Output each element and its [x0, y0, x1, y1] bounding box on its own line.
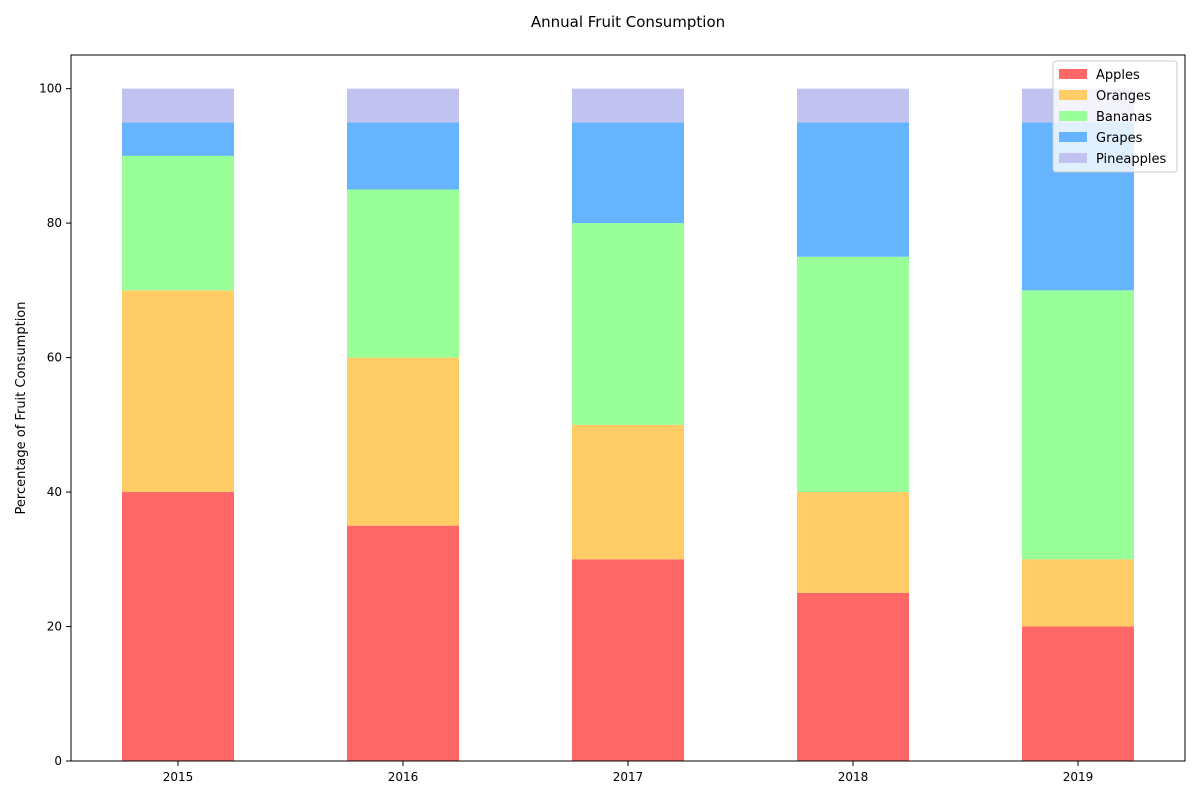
bar-bananas-2018	[797, 256, 909, 493]
x-tick-label: 2015	[163, 770, 194, 784]
bar-grapes-2018	[797, 122, 909, 257]
bar-pineapples-2015	[122, 88, 234, 123]
y-axis-label: Percentage of Fruit Consumption	[14, 302, 29, 515]
legend-swatch-pineapples	[1059, 153, 1087, 163]
bar-pineapples-2016	[347, 88, 459, 123]
y-tick-label: 100	[39, 82, 62, 96]
bar-bananas-2017	[572, 223, 684, 425]
bar-oranges-2018	[797, 492, 909, 593]
legend-label-oranges: Oranges	[1096, 89, 1151, 104]
legend-swatch-grapes	[1059, 132, 1087, 142]
legend-label-grapes: Grapes	[1096, 131, 1143, 146]
bar-bananas-2016	[347, 189, 459, 358]
bar-bananas-2015	[122, 155, 234, 291]
bars-layer	[122, 88, 1134, 761]
y-tick-label: 60	[47, 351, 62, 365]
chart-title: Annual Fruit Consumption	[531, 13, 725, 31]
legend-box	[1052, 60, 1178, 173]
bar-oranges-2015	[122, 290, 234, 493]
bar-oranges-2017	[572, 424, 684, 560]
legend-swatch-apples	[1059, 69, 1087, 79]
x-tick-label: 2019	[1063, 770, 1094, 784]
bar-grapes-2015	[122, 122, 234, 156]
x-tick-label: 2018	[838, 770, 869, 784]
bar-apples-2015	[122, 492, 234, 761]
y-tick-label: 40	[47, 485, 62, 499]
legend-swatch-bananas	[1059, 111, 1087, 121]
bar-apples-2017	[572, 559, 684, 761]
bar-grapes-2016	[347, 122, 459, 190]
bar-grapes-2017	[572, 122, 684, 224]
legend-label-pineapples: Pineapples	[1096, 152, 1166, 167]
x-tick-label: 2017	[613, 770, 644, 784]
axes-layer: 0 20 40 60 80 100 2015 2016 2017 2018 2019	[39, 54, 1186, 784]
x-tick-label: 2016	[388, 770, 419, 784]
legend-swatch-oranges	[1059, 90, 1087, 100]
legend-label-apples: Apples	[1096, 68, 1140, 83]
bar-pineapples-2018	[797, 88, 909, 123]
legend-label-bananas: Bananas	[1096, 110, 1152, 125]
bar-apples-2016	[347, 525, 459, 761]
bar-oranges-2019	[1022, 559, 1134, 627]
bar-apples-2019	[1022, 626, 1134, 761]
y-tick-label: 20	[47, 620, 62, 634]
y-tick-label: 80	[47, 216, 62, 230]
bar-oranges-2016	[347, 357, 459, 526]
bar-bananas-2019	[1022, 290, 1134, 560]
bar-apples-2018	[797, 592, 909, 761]
bar-pineapples-2017	[572, 88, 684, 123]
y-tick-label: 0	[54, 754, 62, 768]
legend: Apples Oranges Bananas Grapes Pineapples	[1052, 60, 1178, 173]
